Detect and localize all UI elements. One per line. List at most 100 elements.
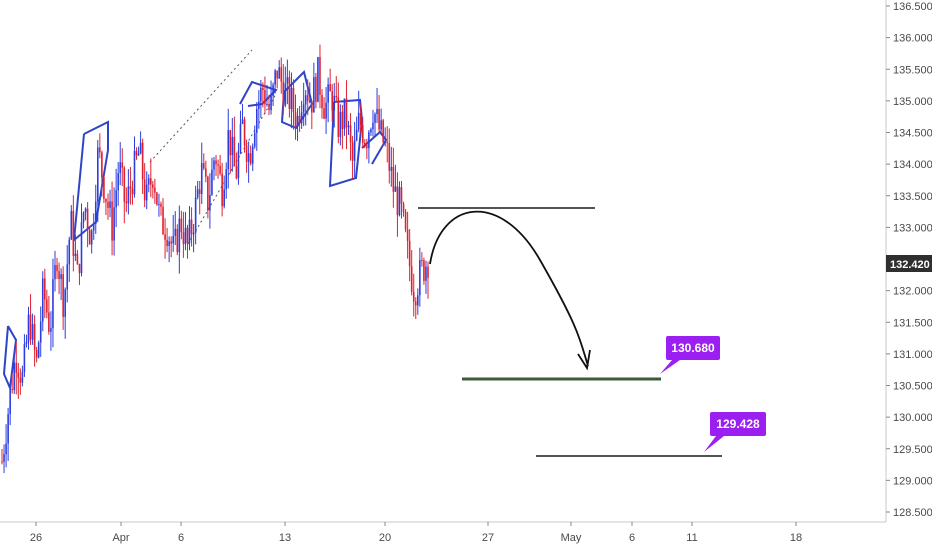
candle <box>366 138 368 160</box>
candle-body <box>384 141 386 143</box>
candle <box>94 184 97 234</box>
candle-body <box>290 87 293 109</box>
candle-body <box>17 372 20 378</box>
target-label-2[interactable]: 129.428 <box>704 412 766 452</box>
candle-body <box>74 253 77 256</box>
candle-body <box>121 162 124 168</box>
candle <box>141 138 144 194</box>
candle-body <box>402 203 405 212</box>
candle <box>180 210 183 240</box>
candle-body <box>366 144 368 149</box>
y-tick-label: 131.500 <box>893 317 932 329</box>
candle <box>384 127 386 147</box>
candle <box>107 193 109 220</box>
candle-body <box>192 232 195 234</box>
candle <box>27 306 30 350</box>
y-tick-label: 133.000 <box>893 222 932 234</box>
candle-body <box>270 95 272 111</box>
candle <box>400 180 403 219</box>
candle-body <box>143 179 146 201</box>
candle-body <box>394 186 397 192</box>
candle-body <box>335 95 338 98</box>
candle-body <box>46 299 48 313</box>
candle <box>176 224 179 256</box>
candle <box>31 313 34 345</box>
x-axis-ticks: 26 Apr 6 13 20 27 May 6 11 18 <box>30 522 802 544</box>
candle-body <box>196 189 199 198</box>
candle <box>205 160 207 183</box>
candle <box>272 82 274 106</box>
candle-body <box>62 274 64 317</box>
candle-body <box>280 67 283 82</box>
candle-body <box>33 324 36 350</box>
candle <box>300 100 303 129</box>
pattern-shape[interactable] <box>239 80 278 107</box>
candle-body <box>359 112 362 126</box>
candle-body <box>31 324 34 340</box>
candle <box>380 108 382 135</box>
candle <box>62 266 64 330</box>
candle <box>343 98 346 136</box>
candle-body <box>329 84 331 92</box>
candle-body <box>198 189 201 195</box>
candle-body <box>35 349 38 358</box>
plot-area[interactable] <box>0 0 887 523</box>
pattern-shape[interactable] <box>328 98 364 188</box>
candle <box>221 162 223 217</box>
candle-body <box>209 194 211 211</box>
candle <box>72 195 75 272</box>
channel-upper-line[interactable] <box>149 49 253 163</box>
candle-body <box>241 119 244 124</box>
target-label-1[interactable]: 130.680 <box>660 336 720 374</box>
candle-body <box>88 229 91 245</box>
candle-body <box>154 187 156 193</box>
candle-body <box>410 266 413 292</box>
candle-body <box>292 87 295 113</box>
candle <box>170 236 172 258</box>
candle <box>288 70 291 118</box>
candle-body <box>99 147 101 153</box>
candle-body <box>357 112 360 130</box>
candle <box>311 100 313 129</box>
candle <box>115 168 117 228</box>
candle <box>60 268 62 301</box>
candle-body <box>170 241 172 244</box>
candle-body <box>262 87 264 91</box>
projection-arrow[interactable] <box>429 210 589 367</box>
candle-body <box>247 153 250 162</box>
candle-body <box>372 122 374 130</box>
candle <box>235 152 238 180</box>
candle-body <box>25 341 28 345</box>
candle-body <box>219 165 221 174</box>
candle <box>270 80 272 115</box>
candle-body <box>174 228 177 236</box>
candle-body <box>58 271 60 279</box>
candle <box>9 387 11 426</box>
candle <box>143 163 146 208</box>
candle <box>302 82 305 127</box>
candle <box>186 224 189 259</box>
x-tick-label: Apr <box>112 532 129 544</box>
candle <box>137 146 140 156</box>
candle <box>404 209 407 233</box>
candle <box>160 201 162 216</box>
candle-body <box>284 83 287 106</box>
candle <box>158 193 160 217</box>
pattern-shape[interactable] <box>72 120 109 243</box>
candle <box>192 223 195 253</box>
candle-body <box>221 173 223 207</box>
candle <box>111 181 113 256</box>
candle-body <box>302 104 305 113</box>
candle <box>207 175 209 219</box>
candle <box>408 228 411 282</box>
candle <box>286 59 289 105</box>
y-tick-label: 136.000 <box>893 33 932 45</box>
candle <box>33 315 36 367</box>
candle <box>233 116 236 167</box>
candle-body <box>345 98 348 128</box>
candle-body <box>276 70 278 79</box>
candle <box>402 201 405 217</box>
candle <box>364 139 366 149</box>
candle <box>11 374 13 394</box>
